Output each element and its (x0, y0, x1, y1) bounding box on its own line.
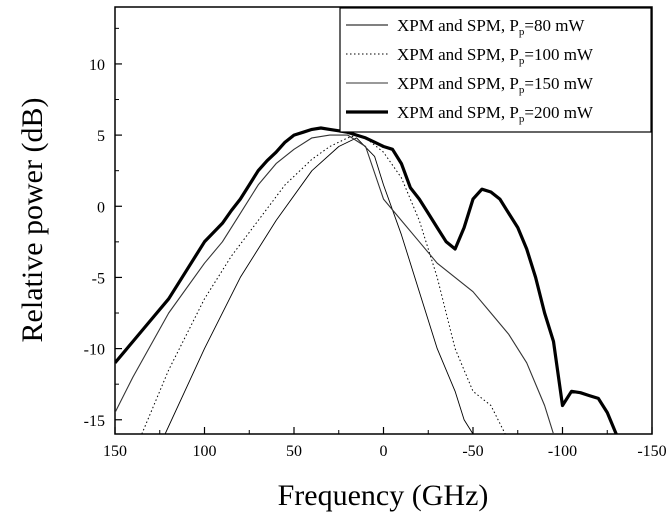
x-tick-label: -50 (462, 443, 483, 460)
legend-label-4: XPM and SPM, Pp=200 mW (397, 103, 594, 125)
y-tick-label: -5 (92, 270, 105, 287)
x-tick-label: 150 (103, 443, 127, 460)
x-tick-label: 0 (380, 443, 388, 460)
legend-label-3: XPM and SPM, Pp=150 mW (397, 74, 594, 96)
legend-label-1: XPM and SPM, Pp=80 mW (397, 16, 585, 38)
y-tick-label: 5 (97, 128, 105, 145)
series-line-3 (115, 134, 555, 434)
y-tick-label: 0 (97, 199, 105, 216)
y-tick-label: -10 (84, 342, 105, 359)
x-tick-label: -150 (637, 443, 666, 460)
legend-box (339, 7, 652, 133)
x-axis-title: Frequency (GHz) (278, 479, 489, 512)
series-line-2 (141, 134, 506, 434)
series-line-4 (115, 126, 618, 434)
x-axis: 150 100 50 0 -50 -100 -150 (103, 427, 667, 460)
y-tick-label: -15 (84, 413, 105, 430)
series-layer (115, 126, 618, 434)
y-axis-title: Relative power (dB) (16, 98, 49, 343)
legend: XPM and SPM, Pp=80 mW XPM and SPM, Pp=100… (339, 7, 652, 133)
x-tick-label: 100 (193, 443, 217, 460)
y-tick-label: 10 (89, 57, 105, 74)
x-tick-label: 50 (286, 443, 302, 460)
y-axis: 10 5 0 -5 -10 -15 (84, 27, 122, 430)
x-tick-label: -100 (548, 443, 577, 460)
legend-label-2: XPM and SPM, Pp=100 mW (397, 45, 594, 67)
series-line-1 (164, 137, 474, 434)
